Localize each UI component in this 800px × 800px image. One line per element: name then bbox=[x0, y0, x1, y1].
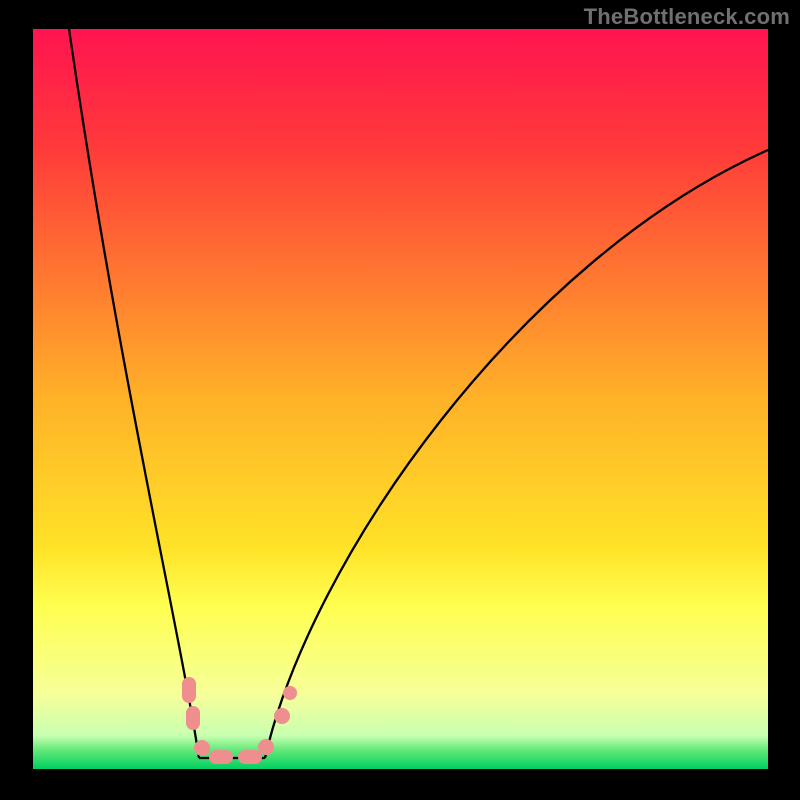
marker-point bbox=[186, 706, 200, 730]
plot-background bbox=[33, 29, 768, 769]
marker-point bbox=[258, 739, 274, 755]
watermark-text: TheBottleneck.com bbox=[584, 4, 790, 30]
marker-point bbox=[283, 686, 297, 700]
marker-point bbox=[274, 708, 290, 724]
marker-point bbox=[238, 750, 262, 764]
marker-point bbox=[209, 750, 233, 764]
chart-stage: TheBottleneck.com bbox=[0, 0, 800, 800]
marker-point bbox=[182, 677, 196, 703]
chart-svg bbox=[0, 0, 800, 800]
marker-point bbox=[194, 740, 210, 756]
